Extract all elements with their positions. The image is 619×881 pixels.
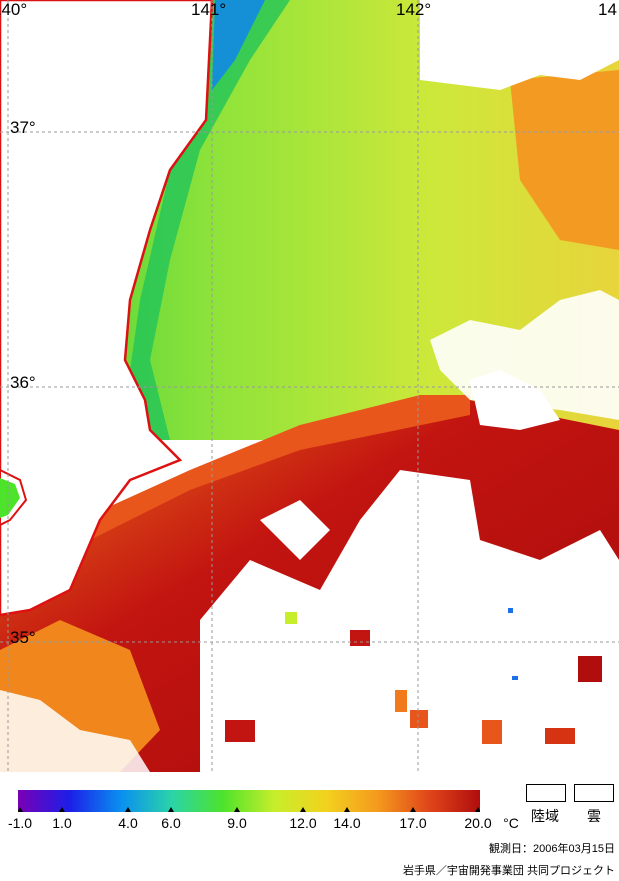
cloud-cover-north — [420, 0, 619, 90]
cloud-legend-label: 雲 — [587, 808, 601, 824]
colorbar-tick-mark — [18, 807, 23, 812]
colorbar-tick-label: 17.0 — [399, 815, 427, 831]
warm-pixel — [578, 656, 602, 682]
warm-pixel — [410, 710, 428, 728]
cool-pixel — [508, 608, 513, 613]
longitude-label-140: 140° — [0, 0, 28, 19]
cloud-southwest — [0, 690, 150, 772]
cool-pixel — [512, 676, 518, 680]
colorbar-tick-label: -1.0 — [7, 815, 33, 831]
cloud-fragments — [260, 500, 560, 640]
longitude-label-143: 14 — [598, 0, 617, 19]
colorbar-tick-mark — [410, 807, 416, 812]
latitude-label-35: 35° — [10, 628, 36, 647]
warm-patch-east — [510, 70, 619, 250]
warm-pixel — [225, 720, 255, 742]
green-inlet — [0, 478, 20, 518]
land-japan — [0, 0, 214, 617]
latitude-label-37: 37° — [10, 118, 36, 137]
cool-pixel — [285, 612, 297, 624]
longitude-label-142: 142° — [396, 0, 432, 19]
warm-pixel — [395, 690, 407, 712]
longitude-label-141: 141° — [191, 0, 227, 19]
warm-pixel — [545, 728, 575, 744]
coldest-water-patch — [212, 0, 265, 90]
colorbar-tick-label: 14.0 — [333, 815, 361, 831]
observation-date: 観測日：2006年03月15日 — [489, 843, 615, 855]
credit-text: 岩手県／宇宙開発事業団 共同プロジェクト — [402, 865, 615, 877]
colorbar-tick-mark — [125, 807, 131, 812]
colorbar-tick-label: 1.0 — [52, 815, 72, 831]
land-legend-label: 陸域 — [531, 808, 559, 824]
colorbar-tick-mark — [168, 807, 174, 812]
colorbar-tick-mark — [59, 807, 65, 812]
warm-pixel — [350, 630, 370, 646]
temperature-colorbar — [18, 790, 480, 812]
colorbar-tick-label: 20.0 — [464, 815, 492, 831]
land-legend-swatch — [526, 784, 566, 802]
colorbar-tick-label: 9.0 — [227, 815, 247, 831]
graticule — [0, 0, 619, 772]
colorbar-tick-mark — [475, 807, 480, 812]
colorbar-tick-mark — [234, 807, 240, 812]
colorbar-unit: °C — [503, 815, 519, 831]
cloud-legend-swatch — [574, 784, 614, 802]
colorbar-tick-mark — [300, 807, 306, 812]
colorbar-tick-label: 6.0 — [161, 815, 181, 831]
colorbar-tick-mark — [344, 807, 350, 812]
warm-pixel — [482, 720, 502, 744]
colorbar-tick-label: 4.0 — [118, 815, 138, 831]
latitude-label-36: 36° — [10, 373, 36, 392]
colorbar-tick-label: 12.0 — [289, 815, 317, 831]
sea-surface-temperature-map — [0, 0, 619, 772]
warm-front-band — [80, 395, 470, 540]
